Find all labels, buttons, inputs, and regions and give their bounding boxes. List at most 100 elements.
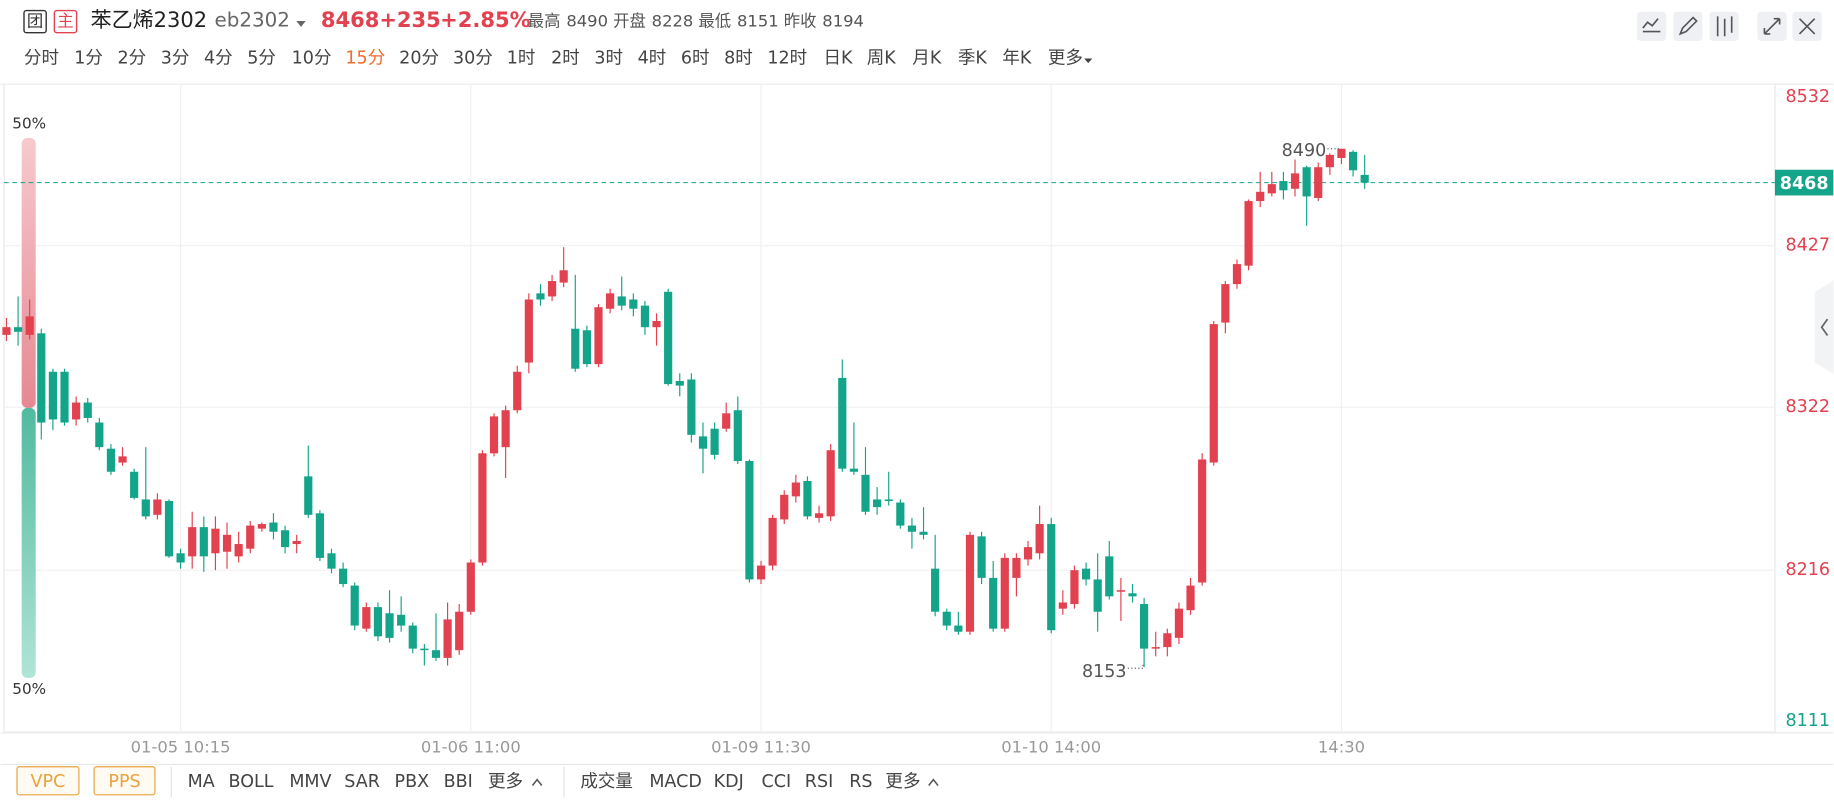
candle-body [176, 553, 185, 563]
side-panel-tab[interactable] [1814, 280, 1834, 375]
indicator-tab[interactable]: BBI [444, 772, 473, 792]
timeframe-tab[interactable]: 3时 [594, 48, 623, 68]
candle-body [1023, 547, 1033, 560]
x-tick-label: 14:30 [1318, 738, 1365, 757]
timeframe-tab[interactable]: 2时 [551, 48, 580, 68]
candle-body [629, 299, 638, 309]
timeframe-tab[interactable]: 4时 [638, 48, 667, 68]
candle-body [1163, 633, 1172, 648]
candle-body [524, 299, 533, 363]
tool-button[interactable] [1637, 11, 1667, 41]
indicator-tab[interactable]: 成交量 [580, 772, 633, 792]
indicator-tab[interactable]: RS [849, 772, 872, 792]
candle-body [48, 371, 57, 420]
timeframe-tab[interactable]: 1分 [74, 48, 103, 68]
indicator-button-label[interactable]: VPC [31, 772, 66, 792]
indicator-button[interactable] [16, 766, 80, 796]
candle-body [280, 530, 290, 548]
candle-body [1256, 191, 1265, 202]
timeframe-tab[interactable]: 5分 [247, 48, 276, 68]
tool-buttons [1637, 11, 1822, 41]
timeframe-tab[interactable]: 8时 [724, 48, 753, 68]
tool-button[interactable] [1673, 11, 1703, 41]
candle-body [2, 327, 11, 335]
candle-body [756, 565, 766, 580]
badge-box [53, 9, 78, 34]
x-tick-label: 01-05 10:15 [131, 738, 231, 757]
last-price-label: 8468 [1780, 174, 1829, 194]
timeframe-tab[interactable]: 季K [958, 48, 988, 68]
stat-label: 昨收 [784, 12, 817, 31]
candle-body [1348, 151, 1358, 171]
candle-body [1198, 459, 1207, 583]
indicator-button-label[interactable]: PPS [108, 772, 140, 792]
timeframe-tab[interactable]: 30分 [453, 48, 493, 68]
indicator-tab[interactable]: 更多 [488, 772, 523, 792]
indicator-tab[interactable]: RSI [805, 772, 833, 792]
timeframe-tab[interactable]: 20分 [399, 48, 439, 68]
indicator-tab[interactable]: BOLL [229, 772, 274, 792]
timeframe-tab[interactable]: 年K [1002, 48, 1032, 68]
indicator-tab[interactable]: MMV [289, 772, 331, 792]
candle-body [919, 531, 928, 535]
timeframe-tab[interactable]: 6时 [681, 48, 710, 68]
ratio-label: 50% [12, 680, 46, 698]
timeframe-tab[interactable]: 12时 [767, 48, 807, 68]
indicator-tab[interactable]: PBX [395, 772, 430, 792]
candle-body [1151, 647, 1160, 649]
indicator-button[interactable] [93, 766, 156, 796]
timeframe-tab[interactable]: 1时 [507, 48, 536, 68]
candle-body [1186, 585, 1195, 611]
indicator-tab[interactable]: SAR [344, 772, 380, 792]
toolbars: 分时 1分 2分 3分 4分 5分 10分 15分 20分 30分 1时 2时 3时 4时 6时 8时 12时日… [16, 48, 1093, 796]
candle-body [606, 293, 615, 309]
indicator-tab[interactable]: KDJ [714, 772, 744, 792]
indicator-tab[interactable]: MA [188, 772, 215, 792]
symbol-name: 苯乙烯2302 [91, 7, 208, 32]
candle-body [106, 448, 116, 472]
candle-body [222, 534, 232, 552]
candle-body [118, 456, 127, 463]
y-tick-label: 8216 [1785, 560, 1830, 580]
indicator-tab[interactable]: 更多 [885, 772, 920, 792]
candle-body [339, 568, 348, 585]
candle-body [687, 379, 696, 435]
candle-body [234, 544, 243, 557]
candle-body [873, 499, 882, 508]
dropdown-arrow[interactable] [296, 21, 306, 27]
badge: 团 [27, 12, 43, 31]
symbol-code[interactable]: eb2302 [215, 9, 290, 32]
timeframe-tab[interactable]: 3分 [161, 48, 190, 68]
timeframe-tab[interactable]: 4分 [204, 48, 233, 68]
timeframe-tab[interactable]: 周K [867, 48, 897, 68]
indicator-tab[interactable]: MACD [649, 772, 702, 792]
candle-body [1279, 181, 1288, 191]
candle-body [594, 307, 603, 365]
candle-body [130, 471, 139, 498]
candle-body [1047, 524, 1056, 631]
candle-body [1314, 167, 1323, 198]
candle-body [803, 480, 812, 517]
candle-body [199, 527, 208, 557]
timeframe-tab[interactable]: 日K [823, 48, 853, 68]
candle-body [164, 500, 174, 557]
timeframe-tab[interactable]: 更多 [1048, 48, 1083, 68]
indicator-tab[interactable]: CCI [762, 772, 792, 792]
timeframe-tab[interactable]: 15分 [345, 48, 385, 68]
candle-body [652, 321, 661, 328]
x-tick-label: 01-10 14:00 [1001, 738, 1101, 757]
timeframe-tab[interactable]: 2分 [118, 48, 147, 68]
timeframe-tab[interactable]: 分时 [24, 48, 59, 68]
candle-body [188, 527, 197, 557]
candle-body [698, 436, 708, 449]
last-price-badge [1774, 169, 1834, 196]
candle-body [1081, 568, 1091, 580]
candle-body [60, 371, 69, 423]
timeframe-tab[interactable]: 10分 [292, 48, 332, 68]
candle-body [1221, 284, 1230, 323]
timeframe-tab[interactable]: 月K [912, 48, 942, 68]
y-tick-label: 8427 [1785, 236, 1830, 256]
stat-label: 最低 [698, 12, 731, 31]
icon [1798, 18, 1816, 35]
